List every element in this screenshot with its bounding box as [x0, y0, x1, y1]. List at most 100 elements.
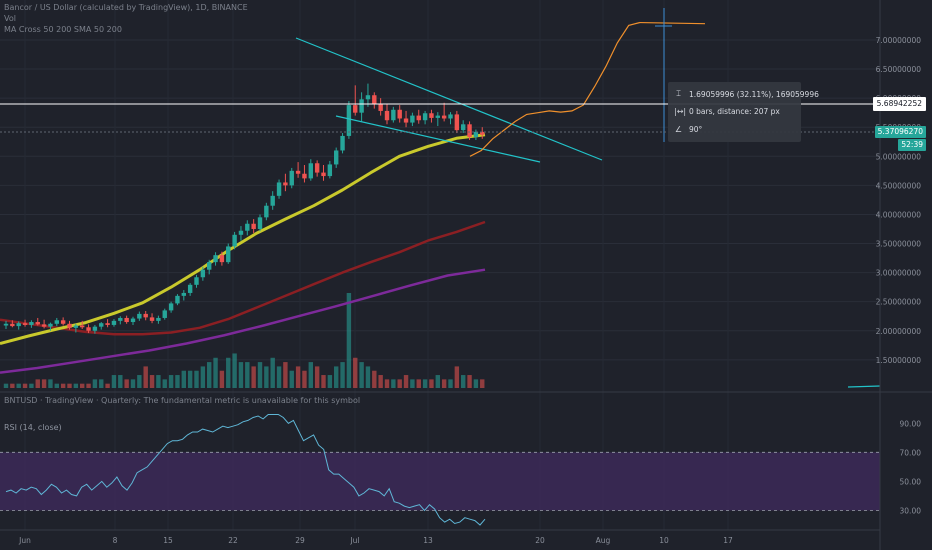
volume-bar [416, 379, 421, 388]
candle-body [137, 313, 142, 319]
ma50-line [0, 133, 486, 345]
candle-body [308, 163, 313, 179]
volume-bar [232, 353, 237, 388]
candle-body [187, 284, 193, 293]
time-tick-label: 8 [113, 536, 118, 545]
candle-body [467, 124, 472, 138]
price-tick-label: 3.50000000 [876, 240, 922, 249]
candle-body [321, 172, 326, 177]
volume-bar [454, 366, 460, 388]
volume-bar [213, 357, 218, 388]
channel-lower-line [335, 115, 541, 163]
tooltip-bars-distance: 0 bars, distance: 207 px [689, 107, 780, 116]
candle-body [219, 255, 225, 263]
volume-bars [3, 293, 485, 388]
price-range-icon: ⌶ [676, 89, 681, 98]
volume-bar [321, 375, 326, 388]
candle-body [454, 114, 460, 131]
volume-bar [194, 370, 199, 388]
volume-bar [162, 379, 167, 388]
last-price-tag: 5.37096270 [874, 126, 926, 138]
volume-bar [346, 293, 352, 388]
volume-bar [41, 379, 47, 388]
candle-body [473, 131, 479, 138]
tooltip-price-range: 1.69059996 (32.11%), 169059996 [689, 89, 819, 99]
volume-bar [270, 357, 275, 388]
time-tick-label: 15 [163, 536, 173, 545]
volume-bar [334, 366, 339, 388]
time-tick-label: Aug [596, 536, 611, 545]
time-tick-label: Jul [349, 536, 359, 545]
ma-long-line [0, 220, 486, 336]
candle-body [346, 105, 352, 136]
candle-body [10, 323, 15, 327]
rsi-band [0, 452, 880, 511]
volume-bar [340, 362, 345, 388]
candles [3, 83, 485, 334]
drawings [0, 8, 881, 388]
rsi-legend: RSI (14, close) [4, 423, 62, 432]
volume-bar [67, 383, 72, 388]
candle-body [162, 310, 167, 318]
volume-bar [118, 375, 123, 388]
volume-bar [168, 375, 174, 388]
volume-bar [22, 383, 28, 388]
candle-body [289, 170, 294, 186]
candle-body [92, 326, 98, 331]
price-tick-label: 6.50000000 [876, 65, 922, 74]
candle-body [168, 303, 174, 311]
price-tick-label: 2.50000000 [876, 298, 922, 307]
candle-body [334, 150, 339, 165]
candle-body [251, 223, 256, 229]
price-tick-label: 5.00000000 [876, 152, 922, 161]
candle-body [245, 223, 250, 231]
volume-bar [92, 379, 98, 388]
chart-grid [0, 39, 880, 361]
volume-bar [187, 370, 193, 388]
volume-bar [105, 383, 110, 388]
time-axis: Jun 8 15 22 29 Jul 13 20 Aug 10 17 [0, 529, 880, 545]
volume-bar [384, 379, 390, 388]
volume-bar [372, 370, 377, 388]
volume-bar [156, 375, 161, 388]
volume-bar [16, 383, 21, 388]
candle-body [410, 115, 415, 123]
time-tick-label: 22 [228, 536, 238, 545]
candle-body [461, 124, 466, 131]
candle-body [3, 323, 9, 326]
volume-bar [441, 379, 447, 388]
candle-body [302, 173, 307, 179]
rsi-tick-label: 70.00 [900, 448, 922, 457]
candle-body [353, 105, 358, 113]
candle-body [365, 95, 371, 100]
candle-body [35, 322, 40, 325]
candle-body [448, 114, 453, 119]
candle-body [238, 230, 244, 235]
ma-legend: MA Cross 50 200 SMA 50 200 [4, 25, 122, 34]
volume-bar [207, 362, 212, 388]
volume-bar [99, 379, 104, 388]
candle-body [429, 113, 434, 118]
moving-averages [0, 133, 486, 374]
volume-bar [353, 357, 358, 388]
candle-body [270, 195, 275, 206]
candle-body [257, 217, 263, 229]
volume-bar [422, 379, 428, 388]
candle-body [314, 163, 320, 173]
candle-body [194, 277, 199, 285]
volume-bar [378, 375, 383, 388]
candle-body [226, 246, 231, 263]
time-tick-label: 20 [535, 536, 545, 545]
volume-bar [302, 370, 307, 388]
candle-body [60, 320, 66, 324]
volume-bar [143, 366, 148, 388]
price-tick-label: 7.00000000 [876, 36, 922, 45]
candle-body [29, 322, 34, 325]
candle-body [73, 325, 79, 328]
volume-bar [251, 366, 256, 388]
volume-bar [149, 375, 155, 388]
time-tick-label: 29 [295, 536, 305, 545]
volume-bar [403, 375, 409, 388]
volume-bar [219, 370, 225, 388]
